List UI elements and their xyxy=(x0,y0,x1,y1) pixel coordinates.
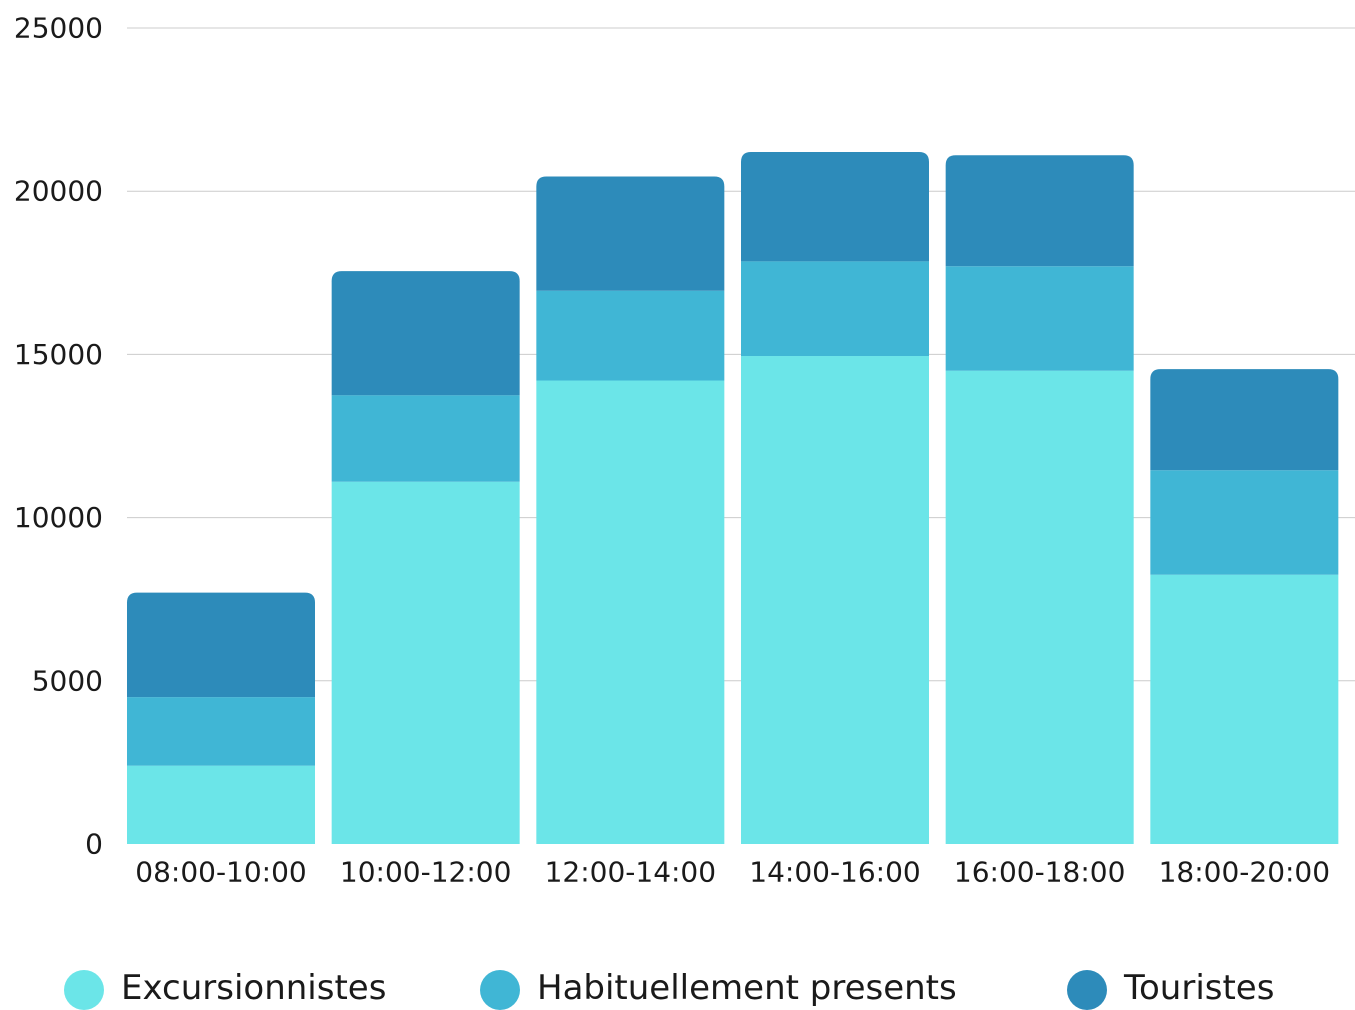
bar-segment-habituellement-presents xyxy=(127,697,315,766)
legend-swatch xyxy=(64,970,104,1010)
bar-segment-touristes xyxy=(945,155,1134,267)
bar-segment-touristes xyxy=(331,271,520,396)
bar-segment-habituellement-presents xyxy=(741,261,929,357)
legend-label: Habituellement presents xyxy=(537,968,957,1008)
x-tick-label: 18:00-20:00 xyxy=(1159,856,1331,889)
x-tick-label: 16:00-18:00 xyxy=(954,856,1126,889)
bar-segment-touristes xyxy=(127,592,315,698)
y-axis: 0 5000 10000 15000 20000 25000 xyxy=(14,12,103,861)
y-tick-label: 25000 xyxy=(14,12,103,45)
bar-segment-touristes xyxy=(1150,369,1339,471)
y-tick-label: 10000 xyxy=(14,501,103,534)
bar-segment-habituellement-presents xyxy=(536,290,725,381)
bar-segment-habituellement-presents xyxy=(331,395,520,482)
bar-segment-habituellement-presents xyxy=(1150,470,1339,575)
y-tick-label: 5000 xyxy=(32,664,103,697)
legend-swatch xyxy=(1067,970,1107,1010)
x-tick-label: 08:00-10:00 xyxy=(135,856,307,889)
bar-segment-excursionnistes xyxy=(127,765,315,844)
bar-segment-excursionnistes xyxy=(536,380,725,844)
y-tick-label: 0 xyxy=(85,828,103,861)
legend-label: Touristes xyxy=(1123,968,1274,1008)
y-tick-label: 15000 xyxy=(14,338,103,371)
bar-segment-habituellement-presents xyxy=(945,266,1134,371)
bar-segment-excursionnistes xyxy=(741,356,929,844)
legend-label: Excursionnistes xyxy=(121,968,386,1008)
legend-swatch xyxy=(480,970,520,1010)
bar-segment-touristes xyxy=(741,152,929,262)
x-tick-label: 14:00-16:00 xyxy=(749,856,921,889)
x-axis: 08:00-10:00 10:00-12:00 12:00-14:00 14:00-1… xyxy=(135,856,1330,889)
bars xyxy=(127,152,1339,844)
bar-segment-touristes xyxy=(536,176,725,291)
legend: Excursionnistes Habituellement presents To… xyxy=(64,968,1274,1010)
x-tick-label: 12:00-14:00 xyxy=(545,856,717,889)
bar-segment-excursionnistes xyxy=(331,481,520,844)
x-tick-label: 10:00-12:00 xyxy=(340,856,512,889)
bar-segment-excursionnistes xyxy=(945,370,1134,844)
y-tick-label: 20000 xyxy=(14,175,103,208)
bar-segment-excursionnistes xyxy=(1150,574,1339,844)
